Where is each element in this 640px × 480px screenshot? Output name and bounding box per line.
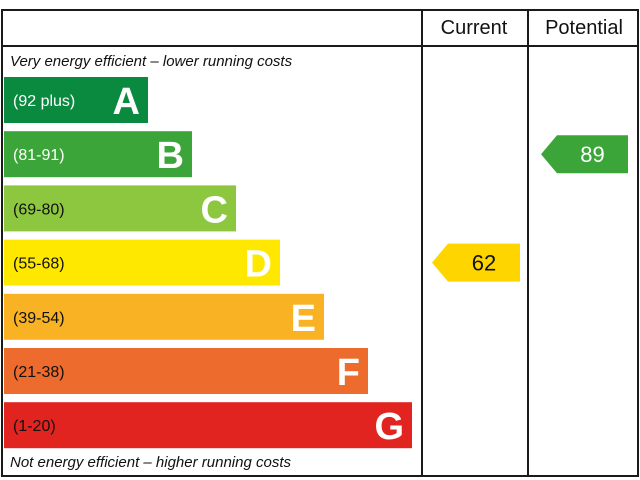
band-d-letter: D [245,244,272,286]
band-e-bar [4,293,324,340]
band-d-range: (55-68) [13,256,65,273]
band-b-range: (81-91) [13,147,65,164]
band-f-letter: F [337,352,360,394]
efficient-note: Very energy efficient – lower running co… [10,53,293,70]
potential-rating-value: 89 [580,142,604,167]
band-g-bar [4,402,412,449]
band-e-letter: E [291,298,316,340]
rating-bands: (92 plus) A (81-91) B (69-80) C (55-68) D (39-54… [4,77,412,449]
inefficient-note: Not energy efficient – higher running co… [10,454,291,471]
band-f-range: (21-38) [13,364,65,381]
band-c-range: (69-80) [13,201,65,218]
chart-frame [1,9,639,477]
band-b-bar [4,131,192,178]
band-g-letter: G [374,406,404,448]
band-a-range: (92 plus) [13,93,75,110]
band-f-bar [4,348,368,394]
current-rating-arrow [432,243,520,282]
band-e-range: (39-54) [13,310,65,327]
current-rating-value: 62 [472,251,496,276]
band-c-bar [4,185,236,232]
band-c-letter: C [201,189,228,231]
band-b-letter: B [157,135,184,177]
potential-header: Potential [545,17,623,39]
band-g-range: (1-20) [13,418,56,435]
band-a-letter: A [113,81,140,123]
rating-markers: 62 89 [432,135,628,282]
current-header: Current [441,17,508,39]
band-d-bar [4,239,280,286]
potential-rating-arrow [541,135,628,174]
band-a-bar [4,77,148,123]
